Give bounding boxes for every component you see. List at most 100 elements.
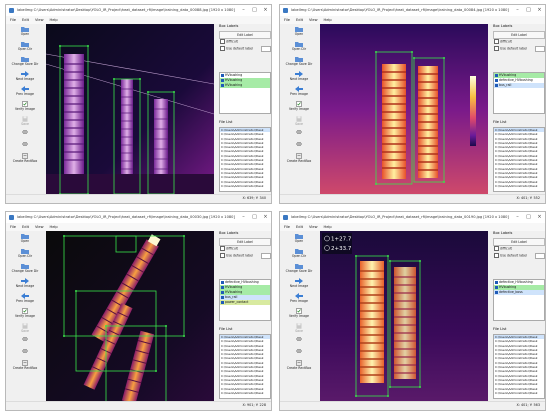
- use-default-label-checkbox[interactable]: Use default label: [220, 46, 253, 51]
- difficult-checkbox[interactable]: difficult: [220, 39, 238, 44]
- labels-list[interactable]: HVbushing HVbushing HVbushing: [219, 72, 271, 114]
- label-item[interactable]: HVbushing: [494, 73, 544, 78]
- prev-image-button[interactable]: Prev Image: [280, 86, 318, 96]
- file-list[interactable]: C:\Users\Administrator\Desk C:\Users\Adm…: [493, 127, 545, 192]
- menu-view[interactable]: View: [34, 225, 44, 229]
- file-list[interactable]: C:\Users\Administrator\Desk C:\Users\Adm…: [493, 334, 545, 399]
- file-item[interactable]: C:\Users\Administrator\Desk: [495, 373, 538, 378]
- next-image-button[interactable]: Next Image: [6, 71, 44, 81]
- file-item[interactable]: C:\Users\Administrator\Desk: [495, 365, 538, 370]
- menu-help[interactable]: Help: [323, 225, 332, 229]
- file-item[interactable]: C:\Users\Administrator\Desk: [495, 179, 538, 184]
- file-list[interactable]: C:\Users\Administrator\Desk C:\Users\Adm…: [219, 127, 271, 192]
- file-item[interactable]: C:\Users\Administrator\Desk: [495, 183, 538, 188]
- file-item[interactable]: C:\Users\Administrator\Desk: [221, 149, 264, 154]
- open-dir-button[interactable]: Open Dir: [6, 41, 44, 51]
- file-item[interactable]: C:\Users\Administrator\Desk: [221, 179, 264, 184]
- menu-help[interactable]: Help: [49, 18, 58, 22]
- verify-image-button[interactable]: Verify Image: [6, 101, 44, 111]
- change-save-dir-button[interactable]: Change Save Dir: [280, 56, 318, 66]
- file-item[interactable]: C:\Users\Administrator\Desk: [221, 360, 264, 365]
- file-item[interactable]: C:\Users\Administrator\Desk: [495, 149, 538, 154]
- image-canvas[interactable]: [46, 24, 214, 196]
- file-item[interactable]: C:\Users\Administrator\Desk: [220, 335, 270, 340]
- save-button[interactable]: Save: [280, 116, 318, 126]
- minimize-button[interactable]: –: [242, 214, 245, 220]
- default-label-input[interactable]: [261, 253, 271, 259]
- save-button[interactable]: Save: [280, 323, 318, 333]
- file-item[interactable]: C:\Users\Administrator\Desk: [221, 382, 264, 387]
- open-button[interactable]: Open: [6, 26, 44, 36]
- maximize-button[interactable]: □: [526, 214, 531, 220]
- file-item[interactable]: C:\Users\Administrator\Desk: [495, 162, 538, 167]
- use-default-label-checkbox[interactable]: Use default label: [494, 46, 527, 51]
- save-button[interactable]: Save: [6, 116, 44, 126]
- file-item[interactable]: C:\Users\Administrator\Desk: [220, 128, 270, 133]
- difficult-checkbox[interactable]: difficult: [494, 246, 512, 251]
- label-item[interactable]: defective_boss: [494, 290, 544, 295]
- label-item[interactable]: power_contact: [220, 300, 270, 305]
- file-item[interactable]: C:\Users\Administrator\Desk: [495, 175, 538, 180]
- label-item[interactable]: HVbushing: [220, 290, 270, 295]
- edit-label-button[interactable]: Edit Label: [219, 238, 271, 246]
- minimize-button[interactable]: –: [516, 214, 519, 220]
- default-label-input[interactable]: [535, 46, 545, 52]
- fit-button[interactable]: [6, 141, 44, 147]
- labels-list[interactable]: defective_HVbushing HVbushing HVbushing …: [219, 279, 271, 321]
- close-button[interactable]: ×: [263, 7, 268, 13]
- file-item[interactable]: C:\Users\Administrator\Desk: [495, 382, 538, 387]
- edit-label-button[interactable]: Edit Label: [493, 31, 545, 39]
- file-item[interactable]: C:\Users\Administrator\Desk: [221, 153, 264, 158]
- file-item[interactable]: C:\Users\Administrator\Desk: [221, 356, 264, 361]
- fit-button[interactable]: [280, 348, 318, 354]
- menu-view[interactable]: View: [308, 18, 318, 22]
- menu-edit[interactable]: Edit: [22, 18, 29, 22]
- file-item[interactable]: C:\Users\Administrator\Desk: [221, 183, 264, 188]
- maximize-button[interactable]: □: [252, 7, 257, 13]
- file-item[interactable]: C:\Users\Administrator\Desk: [221, 175, 264, 180]
- image-canvas[interactable]: [320, 24, 488, 196]
- change-save-dir-button[interactable]: Change Save Dir: [280, 263, 318, 273]
- image-canvas[interactable]: 1+27.7 2+33.7: [320, 231, 488, 403]
- next-image-button[interactable]: Next Image: [280, 278, 318, 288]
- file-item[interactable]: C:\Users\Administrator\Desk: [221, 162, 264, 167]
- menu-file[interactable]: File: [10, 225, 17, 229]
- file-item[interactable]: C:\Users\Administrator\Desk: [495, 153, 538, 158]
- file-item[interactable]: C:\Users\Administrator\Desk: [495, 166, 538, 171]
- file-item[interactable]: C:\Users\Administrator\Desk: [221, 132, 264, 137]
- menu-file[interactable]: File: [10, 18, 17, 22]
- file-item[interactable]: C:\Users\Administrator\Desk: [494, 128, 544, 133]
- file-item[interactable]: C:\Users\Administrator\Desk: [495, 132, 538, 137]
- file-item[interactable]: C:\Users\Administrator\Desk: [495, 170, 538, 175]
- file-item[interactable]: C:\Users\Administrator\Desk: [495, 386, 538, 391]
- open-button[interactable]: Open: [280, 233, 318, 243]
- file-item[interactable]: C:\Users\Administrator\Desk: [221, 136, 264, 141]
- file-item[interactable]: C:\Users\Administrator\Desk: [495, 158, 538, 163]
- change-save-dir-button[interactable]: Change Save Dir: [6, 263, 44, 273]
- fit-button[interactable]: [280, 141, 318, 147]
- next-image-button[interactable]: Next Image: [280, 71, 318, 81]
- save-button[interactable]: Save: [6, 323, 44, 333]
- file-item[interactable]: C:\Users\Administrator\Desk: [495, 377, 538, 382]
- file-item[interactable]: C:\Users\Administrator\Desk: [221, 369, 264, 374]
- verify-image-button[interactable]: Verify Image: [280, 101, 318, 111]
- file-item[interactable]: C:\Users\Administrator\Desk: [221, 377, 264, 382]
- open-dir-button[interactable]: Open Dir: [6, 248, 44, 258]
- label-item[interactable]: defective_HVbushing: [494, 280, 544, 285]
- file-item[interactable]: C:\Users\Administrator\Desk: [221, 170, 264, 175]
- file-item[interactable]: C:\Users\Administrator\Desk: [221, 390, 264, 395]
- label-item[interactable]: HVbushing: [220, 73, 270, 78]
- file-item[interactable]: C:\Users\Administrator\Desk: [221, 352, 264, 357]
- file-item[interactable]: C:\Users\Administrator\Desk: [495, 339, 538, 344]
- label-item[interactable]: HVbushing: [494, 285, 544, 290]
- file-item[interactable]: C:\Users\Administrator\Desk: [495, 352, 538, 357]
- fit-button[interactable]: [6, 348, 44, 354]
- difficult-checkbox[interactable]: difficult: [220, 246, 238, 251]
- create-rectbox-button[interactable]: Create RectBox: [280, 360, 318, 370]
- file-item[interactable]: C:\Users\Administrator\Desk: [221, 343, 264, 348]
- prev-image-button[interactable]: Prev Image: [6, 86, 44, 96]
- close-button[interactable]: ×: [537, 7, 542, 13]
- file-item[interactable]: C:\Users\Administrator\Desk: [221, 386, 264, 391]
- file-list[interactable]: C:\Users\Administrator\Desk C:\Users\Adm…: [219, 334, 271, 399]
- menu-edit[interactable]: Edit: [296, 18, 303, 22]
